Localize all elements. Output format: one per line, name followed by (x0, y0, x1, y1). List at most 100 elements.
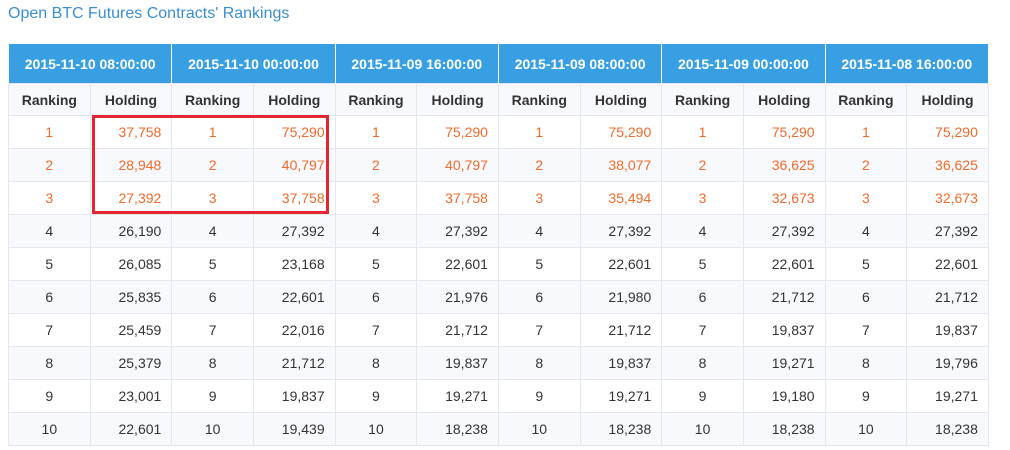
ranking-cell: 3 (497, 181, 581, 215)
holding-cell: 36,625 (906, 148, 989, 182)
holding-cell: 21,712 (906, 280, 989, 314)
ranking-cell: 4 (497, 214, 581, 248)
ranking-cell: 4 (334, 214, 418, 248)
ranking-cell: 8 (824, 346, 908, 380)
ranking-cell: 6 (497, 280, 581, 314)
ranking-cell: 6 (171, 280, 254, 314)
ranking-cell: 4 (171, 214, 254, 248)
ranking-cell: 5 (824, 247, 908, 281)
holding-column-header: Holding (416, 83, 499, 116)
holding-cell: 23,168 (252, 247, 336, 281)
ranking-cell: 5 (8, 247, 91, 281)
ranking-cell: 10 (497, 412, 581, 446)
ranking-cell: 7 (824, 313, 908, 347)
ranking-cell: 1 (824, 115, 908, 149)
holding-column-header: Holding (579, 83, 663, 116)
ranking-cell: 7 (661, 313, 744, 347)
ranking-column-header: Ranking (8, 83, 91, 116)
ranking-cell: 4 (8, 214, 91, 248)
holding-cell: 18,238 (906, 412, 989, 446)
ranking-cell: 8 (334, 346, 418, 380)
holding-cell: 28,948 (89, 148, 173, 182)
holding-cell: 40,797 (416, 148, 499, 182)
ranking-cell: 5 (171, 247, 254, 281)
ranking-cell: 2 (8, 148, 91, 182)
ranking-cell: 9 (497, 379, 581, 413)
ranking-column-header: Ranking (334, 83, 418, 116)
holding-cell: 32,673 (906, 181, 989, 215)
holding-cell: 25,379 (89, 346, 173, 380)
holding-cell: 25,459 (89, 313, 173, 347)
table-row: 3 27,392 3 37,758 3 37,758 3 35,494 3 32,673 3 32,6… (8, 181, 989, 215)
date-group-header: 2015-11-10 08:00:00 (7, 44, 173, 84)
ranking-cell: 1 (8, 115, 91, 149)
date-group-header: 2015-11-09 00:00:00 (661, 44, 826, 84)
ranking-cell: 10 (824, 412, 908, 446)
column-header-row: Ranking Holding Ranking Holding Ranking … (8, 83, 989, 116)
ranking-cell: 6 (334, 280, 418, 314)
ranking-cell: 1 (334, 115, 418, 149)
holding-cell: 36,625 (742, 148, 826, 182)
holding-cell: 22,601 (579, 247, 663, 281)
holding-column-header: Holding (89, 83, 173, 116)
holding-cell: 19,271 (416, 379, 499, 413)
holding-cell: 27,392 (742, 214, 826, 248)
table-row: 10 22,601 10 19,439 10 18,238 10 18,238 10 18,238… (8, 412, 989, 446)
ranking-cell: 4 (661, 214, 744, 248)
ranking-cell: 9 (824, 379, 908, 413)
holding-cell: 18,238 (416, 412, 499, 446)
ranking-cell: 10 (171, 412, 254, 446)
date-group-header: 2015-11-09 08:00:00 (497, 44, 663, 84)
holding-cell: 19,271 (742, 346, 826, 380)
ranking-cell: 7 (171, 313, 254, 347)
holding-cell: 38,077 (579, 148, 663, 182)
holding-cell: 75,290 (416, 115, 499, 149)
ranking-cell: 8 (8, 346, 91, 380)
holding-cell: 26,085 (89, 247, 173, 281)
holding-cell: 19,271 (906, 379, 989, 413)
page-title: Open BTC Futures Contracts' Rankings (8, 5, 290, 22)
rankings-table: 2015-11-10 08:00:00 2015-11-10 00:00:00 … (7, 44, 989, 446)
ranking-cell: 8 (497, 346, 581, 380)
holding-cell: 18,238 (579, 412, 663, 446)
holding-cell: 37,758 (89, 115, 173, 149)
holding-cell: 27,392 (416, 214, 499, 248)
holding-cell: 22,601 (252, 280, 336, 314)
holding-cell: 19,837 (742, 313, 826, 347)
holding-cell: 19,271 (579, 379, 663, 413)
holding-cell: 19,180 (742, 379, 826, 413)
holding-cell: 21,980 (579, 280, 663, 314)
date-header-row: 2015-11-10 08:00:00 2015-11-10 00:00:00 … (7, 44, 989, 84)
ranking-cell: 7 (334, 313, 418, 347)
holding-cell: 37,758 (252, 181, 336, 215)
date-group-header: 2015-11-10 00:00:00 (171, 44, 336, 84)
date-group-header: 2015-11-09 16:00:00 (334, 44, 499, 84)
ranking-cell: 5 (497, 247, 581, 281)
ranking-cell: 2 (171, 148, 254, 182)
ranking-cell: 6 (824, 280, 908, 314)
holding-cell: 27,392 (252, 214, 336, 248)
holding-cell: 22,601 (742, 247, 826, 281)
ranking-cell: 7 (497, 313, 581, 347)
holding-cell: 23,001 (89, 379, 173, 413)
ranking-cell: 9 (334, 379, 418, 413)
table-row: 1 37,758 1 75,290 1 75,290 1 75,290 1 75,290 1 75,2… (8, 115, 989, 149)
holding-cell: 19,837 (579, 346, 663, 380)
table-row: 9 23,001 9 19,837 9 19,271 9 19,271 9 19,180 9 19,2… (8, 379, 989, 413)
table-row: 4 26,190 4 27,392 4 27,392 4 27,392 4 27,392 4 27,3… (8, 214, 989, 248)
holding-cell: 35,494 (579, 181, 663, 215)
holding-cell: 18,238 (742, 412, 826, 446)
ranking-cell: 9 (8, 379, 91, 413)
ranking-column-header: Ranking (824, 83, 908, 116)
holding-cell: 21,712 (252, 346, 336, 380)
holding-cell: 75,290 (742, 115, 826, 149)
ranking-cell: 2 (497, 148, 581, 182)
ranking-cell: 1 (661, 115, 744, 149)
holding-cell: 32,673 (742, 181, 826, 215)
date-group-header: 2015-11-08 16:00:00 (824, 44, 989, 84)
ranking-cell: 10 (661, 412, 744, 446)
ranking-cell: 10 (334, 412, 418, 446)
rankings-body: 1 37,758 1 75,290 1 75,290 1 75,290 1 75,290 1 75,2… (8, 115, 989, 446)
holding-cell: 19,796 (906, 346, 989, 380)
holding-cell: 25,835 (89, 280, 173, 314)
